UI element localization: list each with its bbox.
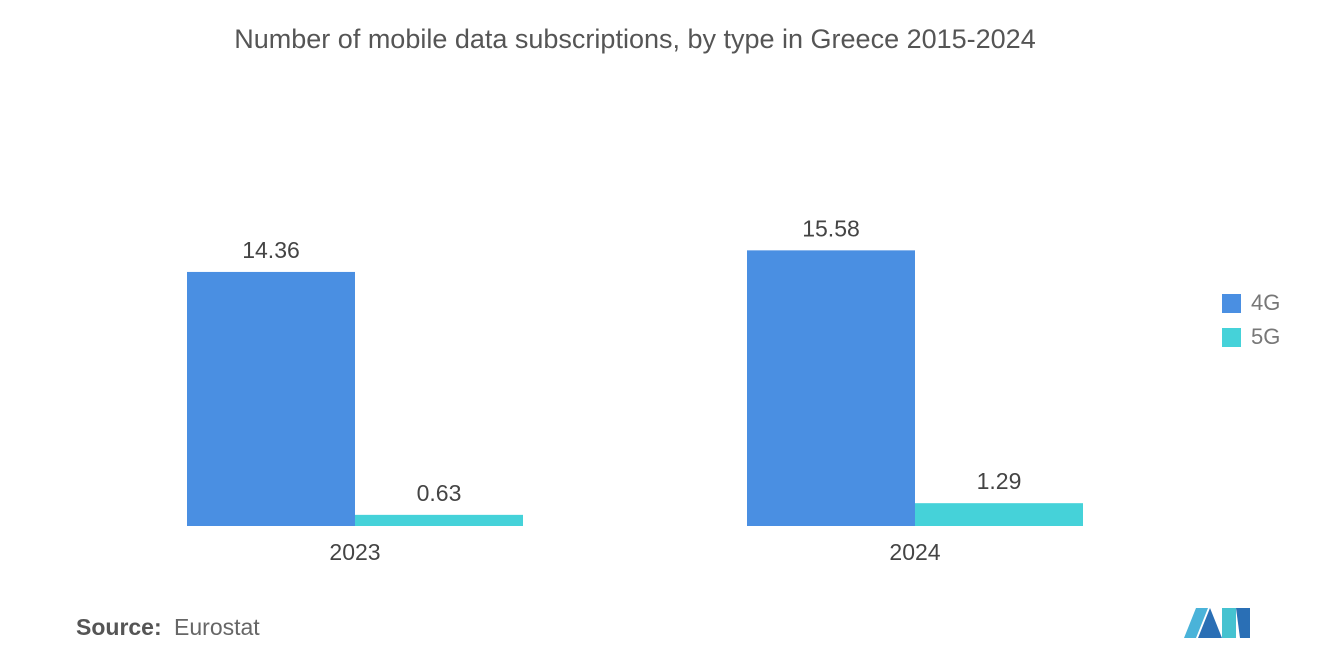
bar-5g-2024 — [915, 503, 1083, 526]
legend-item-5g: 5G — [1222, 320, 1280, 354]
legend-item-4g: 4G — [1222, 286, 1280, 320]
data-label-4g-2023: 14.36 — [242, 237, 300, 263]
mordor-logo-icon — [1184, 608, 1250, 638]
data-label-5g-2024: 1.29 — [977, 468, 1022, 494]
legend-swatch-4g — [1222, 293, 1241, 313]
x-tick-label-2023: 2023 — [329, 539, 380, 565]
legend-label-5g: 5G — [1251, 324, 1281, 349]
chart-title: Number of mobile data subscriptions, by … — [234, 24, 1036, 54]
x-tick-label-2024: 2024 — [889, 539, 940, 565]
bar-5g-2023 — [355, 514, 523, 526]
source-note: Source: Eurostat — [76, 614, 260, 641]
legend-swatch-5g — [1222, 327, 1241, 347]
source-value: Eurostat — [174, 614, 260, 640]
chart-legend: 4G 5G — [1222, 286, 1280, 354]
source-label: Source: — [76, 614, 162, 640]
bar-4g-2024 — [747, 250, 915, 526]
data-label-5g-2023: 0.63 — [417, 480, 462, 506]
bar-4g-2023 — [187, 271, 355, 526]
data-label-4g-2024: 15.58 — [802, 215, 860, 241]
legend-label-4g: 4G — [1251, 290, 1281, 315]
